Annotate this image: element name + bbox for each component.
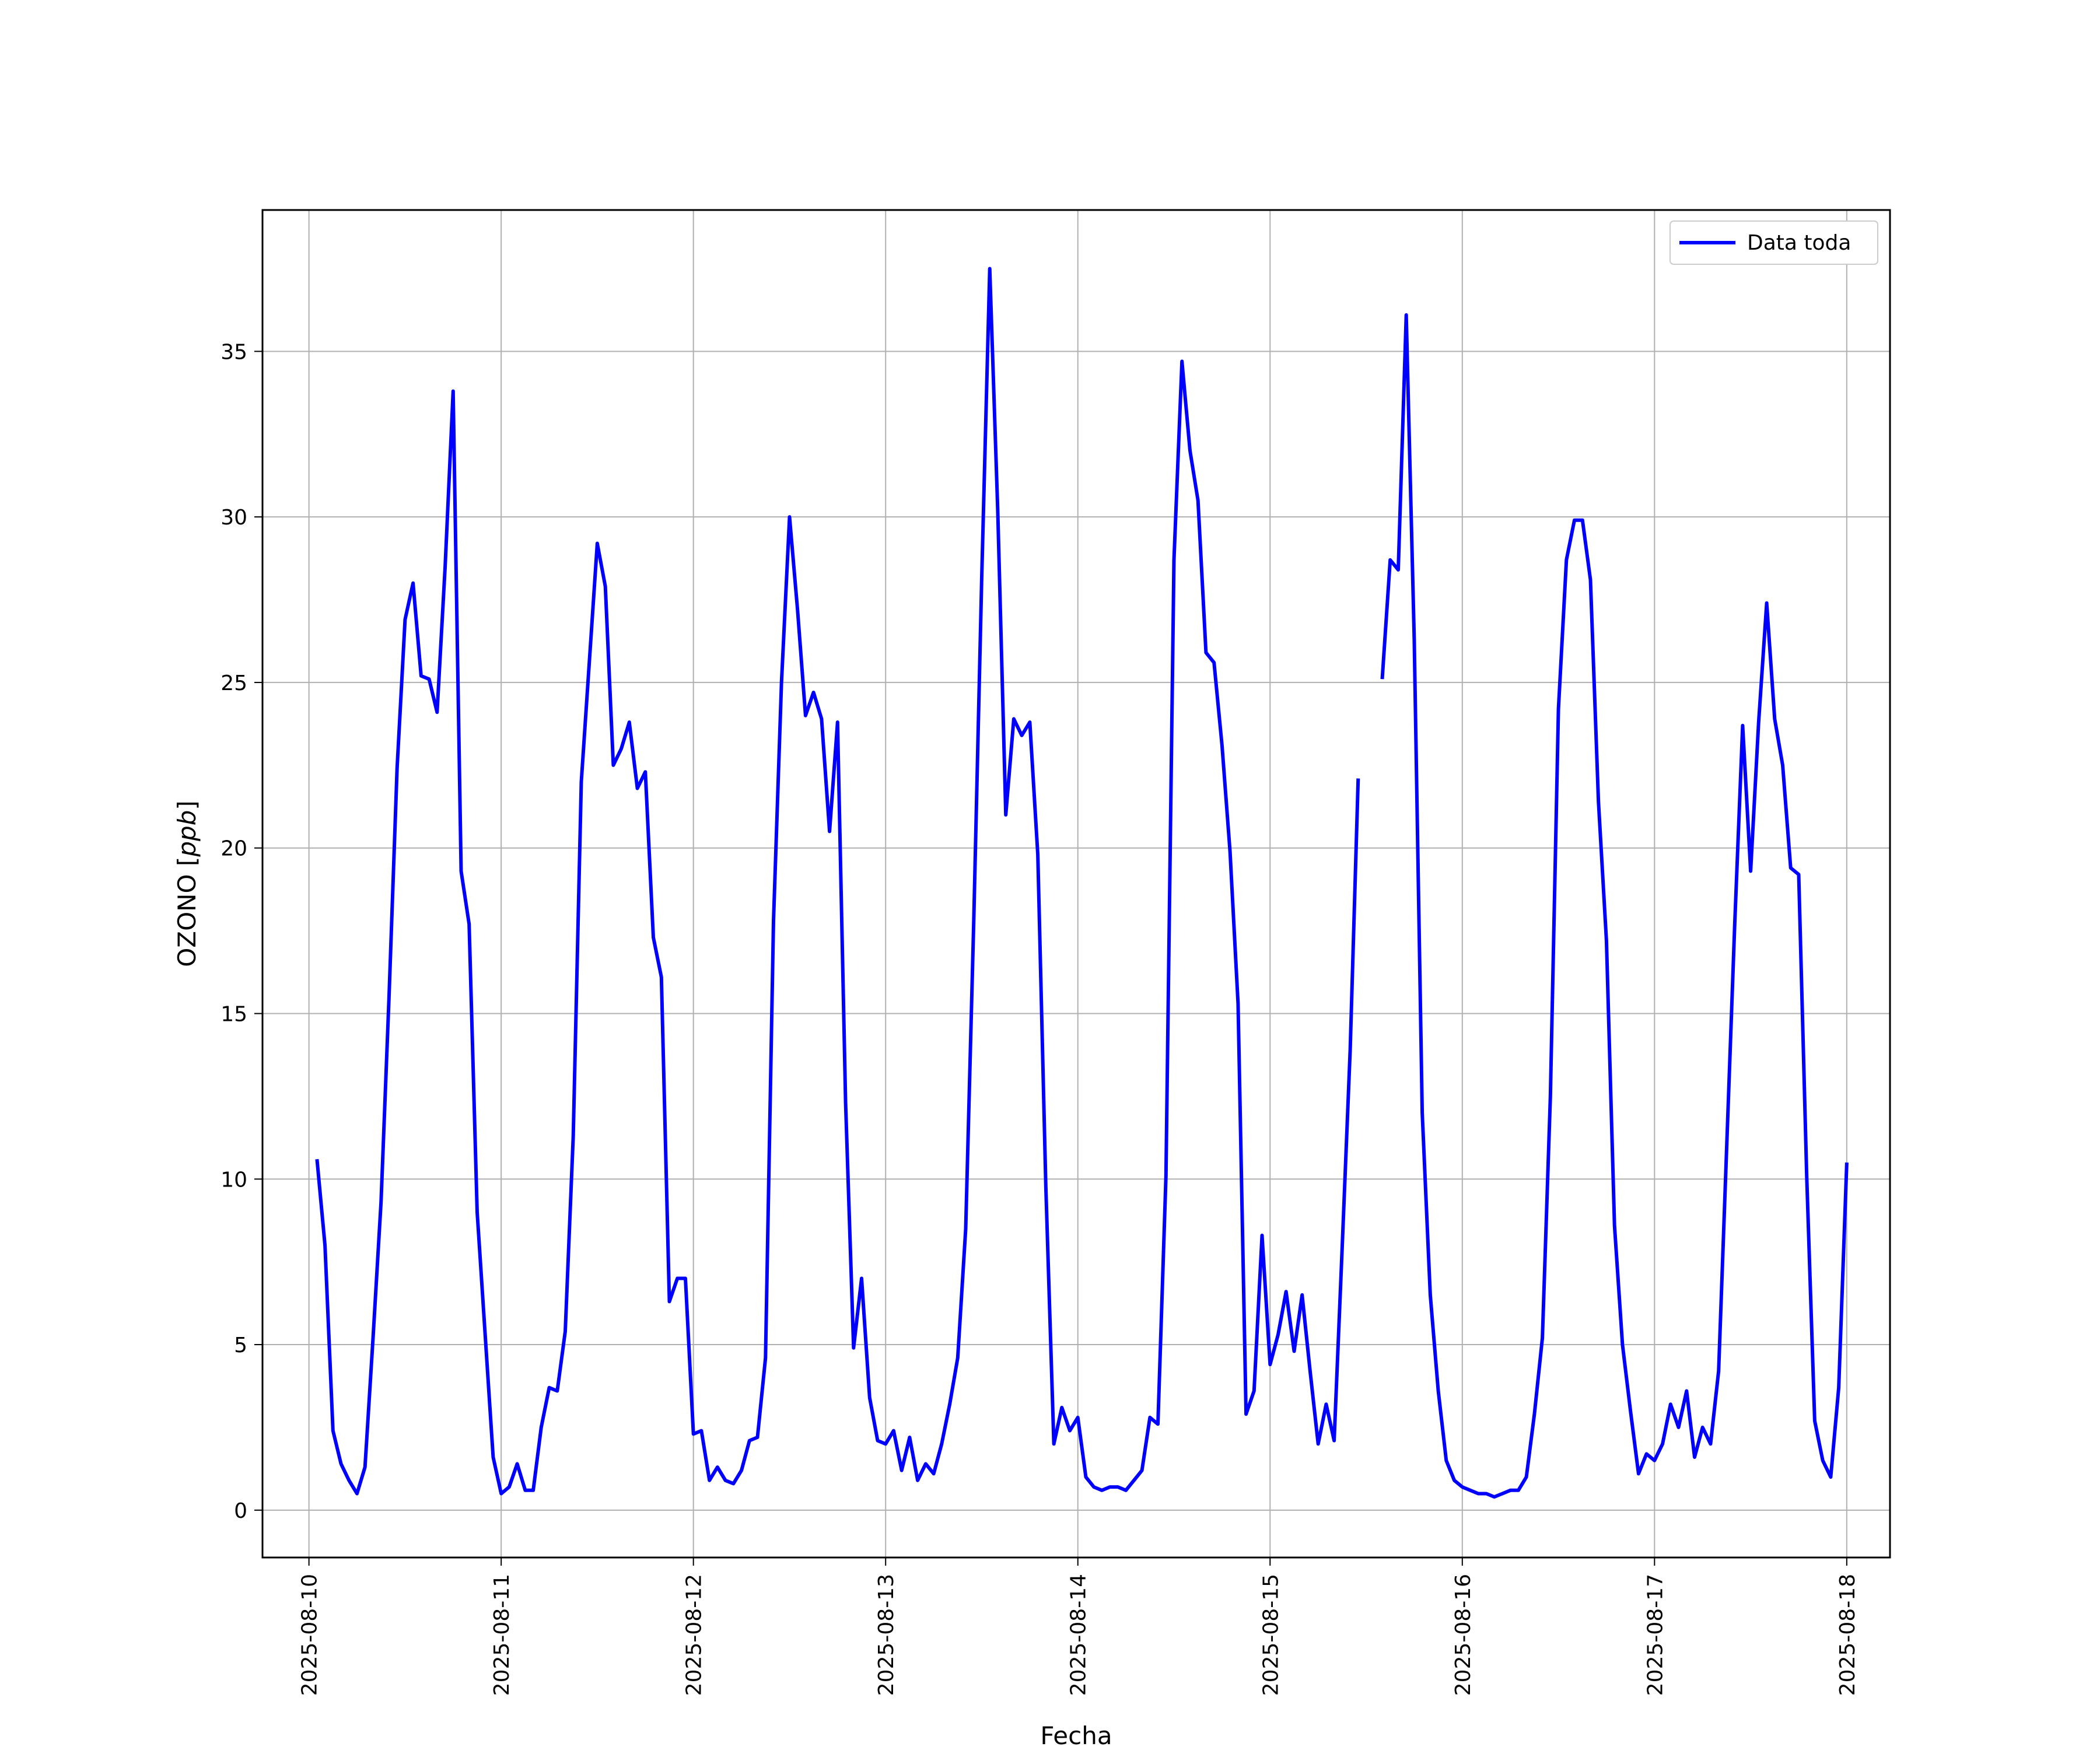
y-axis-label-close-bracket: ] <box>173 800 201 810</box>
y-tick-label: 15 <box>220 1002 247 1026</box>
x-tick-label: 2025-08-16 <box>1451 1574 1475 1696</box>
series-layer <box>315 267 1849 1499</box>
y-axis-label-open-bracket: [ <box>173 857 201 874</box>
y-axis-label-main: OZONO <box>173 874 201 967</box>
x-tick-label: 2025-08-14 <box>1067 1574 1091 1696</box>
x-tick-label: 2025-08-11 <box>490 1574 514 1696</box>
x-tick-label: 2025-08-17 <box>1643 1574 1667 1696</box>
y-axis-label: OZONO [ppb] <box>173 800 201 967</box>
x-tick-label: 2025-08-18 <box>1836 1574 1860 1696</box>
y-tick-label: 25 <box>220 671 247 695</box>
grid-lines <box>262 210 1890 1558</box>
legend-label: Data toda <box>1747 231 1851 255</box>
y-tick-label: 10 <box>220 1168 247 1192</box>
series-line-segment <box>315 267 1360 1496</box>
x-axis-label: Fecha <box>1040 1721 1112 1750</box>
series-line-segment <box>1380 313 1849 1499</box>
x-tick-label: 2025-08-15 <box>1259 1574 1283 1696</box>
y-tick-label: 5 <box>234 1334 247 1357</box>
x-tick-label: 2025-08-13 <box>874 1574 898 1696</box>
y-tick-label: 35 <box>220 340 247 364</box>
y-axis-label-unit: ppb <box>173 810 201 858</box>
x-tick-label: 2025-08-12 <box>682 1574 706 1696</box>
plot-background <box>262 210 1890 1558</box>
plot-frame <box>261 209 1891 1559</box>
y-tick-label: 20 <box>220 837 247 861</box>
y-tick-label: 30 <box>220 506 247 530</box>
x-tick-label: 2025-08-10 <box>298 1574 322 1696</box>
y-tick-label: 0 <box>234 1499 247 1523</box>
axis-ticks: 2025-08-10 2025-08-11 2025-08-12 2025-08-13… <box>220 340 1860 1696</box>
legend: Data toda <box>1670 220 1878 265</box>
legend-box <box>1670 220 1878 265</box>
